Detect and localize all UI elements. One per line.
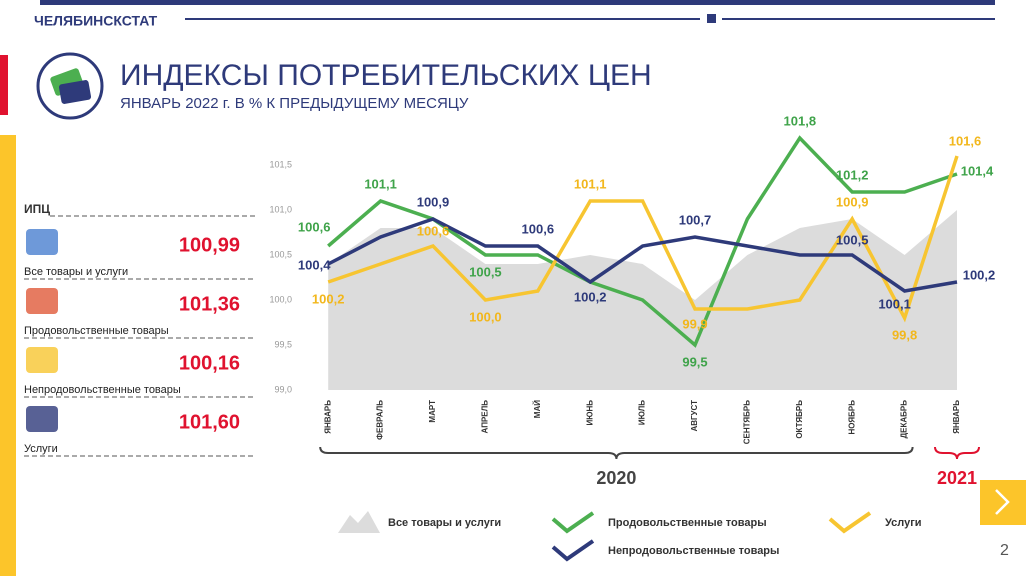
legend-label: Услуги: [885, 517, 922, 529]
item-value: 101,60: [179, 411, 240, 433]
year-brace: [319, 446, 914, 460]
data-label: 100,1: [878, 296, 911, 311]
item-value: 100,16: [179, 352, 240, 374]
x-tick-label: ЯНВАРЬ: [952, 400, 961, 434]
data-label: 100,6: [522, 221, 555, 236]
next-button[interactable]: [980, 480, 1026, 525]
accent-bar: [0, 55, 8, 115]
legend-label: Все товары и услуги: [388, 517, 501, 529]
legend-swatch: [828, 511, 872, 534]
y-tick-label: 100,0: [269, 294, 292, 304]
legend-swatch: [551, 539, 595, 562]
data-label: 99,8: [892, 327, 917, 342]
subtitle: ЯНВАРЬ 2022 г. В % К ПРЕДЫДУЩЕМУ МЕСЯЦУ: [120, 95, 469, 112]
x-tick-label: АПРЕЛЬ: [481, 400, 490, 434]
y-tick-label: 100,5: [269, 249, 292, 259]
legend-swatch: [551, 511, 595, 534]
summary-label: ИПЦ: [24, 202, 50, 216]
data-label: 99,9: [682, 316, 707, 331]
line: [327, 217, 958, 293]
header-square: [707, 14, 716, 23]
x-tick-label: ДЕКАБРЬ: [900, 400, 909, 439]
data-label: 101,2: [836, 167, 869, 182]
next-arrow: [995, 489, 1010, 515]
data-label: 100,4: [298, 257, 331, 272]
header: ЧЕЛЯБИНСКСТАТ: [34, 13, 158, 29]
top-band: [40, 0, 995, 5]
item-value: 100,99: [179, 234, 240, 256]
item-value: 101,36: [179, 293, 240, 315]
x-tick-label: АВГУСТ: [690, 400, 699, 432]
icon: [58, 80, 92, 104]
data-label: 100,2: [963, 267, 996, 282]
x-tick-label: НОЯБРЬ: [847, 400, 856, 435]
data-label: 100,0: [469, 309, 502, 324]
year-label: 2020: [596, 468, 636, 488]
y-tick-label: 99,0: [274, 384, 292, 394]
legend-swatch: [338, 511, 380, 533]
x-tick-label: ИЮНЬ: [585, 400, 594, 426]
item-name: Все товары и услуги: [24, 266, 128, 278]
x-tick-label: ИЮЛЬ: [638, 400, 647, 425]
item-icon: [26, 288, 58, 314]
item-name: Непродовольственные товары: [24, 384, 181, 396]
data-label: 101,1: [574, 176, 607, 191]
x-tick-label: ОКТЯБРЬ: [795, 400, 804, 439]
item-name: Продовольственные товары: [24, 325, 169, 337]
year-brace: [934, 446, 980, 460]
data-label: 100,6: [298, 219, 331, 234]
data-label: 100,5: [836, 232, 869, 247]
x-tick-label: ЯНВАРЬ: [323, 400, 332, 434]
data-label: 101,4: [961, 163, 994, 178]
data-label: 100,7: [679, 212, 712, 227]
data-label: 101,1: [364, 176, 397, 191]
item-icon: [26, 229, 58, 255]
data-label: 100,2: [574, 289, 607, 304]
y-tick-label: 101,0: [269, 204, 292, 214]
data-label: 100,6: [417, 223, 450, 238]
year-label: 2021: [937, 468, 977, 488]
icon-circle: [36, 52, 104, 120]
x-tick-label: МАЙ: [533, 400, 542, 418]
legend-label: Продовольственные товары: [608, 517, 767, 529]
data-label: 99,5: [682, 354, 707, 369]
item-icon: [26, 406, 58, 432]
accent-bar: [0, 135, 16, 576]
x-tick-label: ФЕВРАЛЬ: [376, 400, 385, 440]
line: [327, 155, 959, 323]
item-icon: [26, 347, 58, 373]
legend-label: Непродовольственные товары: [608, 545, 779, 557]
x-tick-label: МАРТ: [428, 400, 437, 423]
item-name: Услуги: [24, 443, 58, 455]
data-label: 100,9: [836, 194, 869, 209]
x-tick-label: СЕНТЯБРЬ: [743, 400, 752, 445]
page-number: 2: [1000, 542, 1009, 559]
data-label: 101,6: [949, 133, 982, 148]
y-tick-label: 99,5: [274, 339, 292, 349]
data-label: 100,5: [469, 264, 502, 279]
data-label: 101,8: [784, 113, 817, 128]
title: ИНДЕКСЫ ПОТРЕБИТЕЛЬСКИХ ЦЕН: [120, 59, 652, 92]
y-tick-label: 101,5: [269, 159, 292, 169]
data-label: 100,9: [417, 194, 450, 209]
data-label: 100,2: [312, 291, 345, 306]
